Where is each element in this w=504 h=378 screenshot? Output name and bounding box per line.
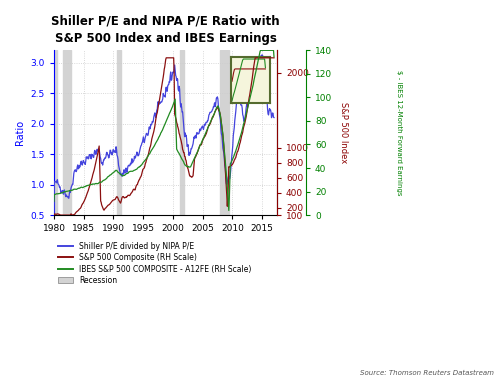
Legend: Shiller P/E divided by NIPA P/E, S&P 500 Composite (RH Scale), IBES S&P 500 COMP: Shiller P/E divided by NIPA P/E, S&P 500… xyxy=(58,242,251,285)
Bar xyxy=(180,50,184,215)
Y-axis label: $ - IBES 12-Month Forward Earnings: $ - IBES 12-Month Forward Earnings xyxy=(396,70,402,195)
Bar xyxy=(117,50,121,215)
Bar xyxy=(54,50,57,215)
Y-axis label: S&P 500 Index: S&P 500 Index xyxy=(339,102,348,163)
Title: Shiller P/E and NIPA P/E Ratio with
S&P 500 Index and IBES Earnings: Shiller P/E and NIPA P/E Ratio with S&P … xyxy=(51,15,280,45)
Bar xyxy=(63,50,71,215)
Text: Source: Thomson Reuters Datastream: Source: Thomson Reuters Datastream xyxy=(360,370,494,376)
Bar xyxy=(220,50,229,215)
Y-axis label: Ratio: Ratio xyxy=(15,120,25,145)
